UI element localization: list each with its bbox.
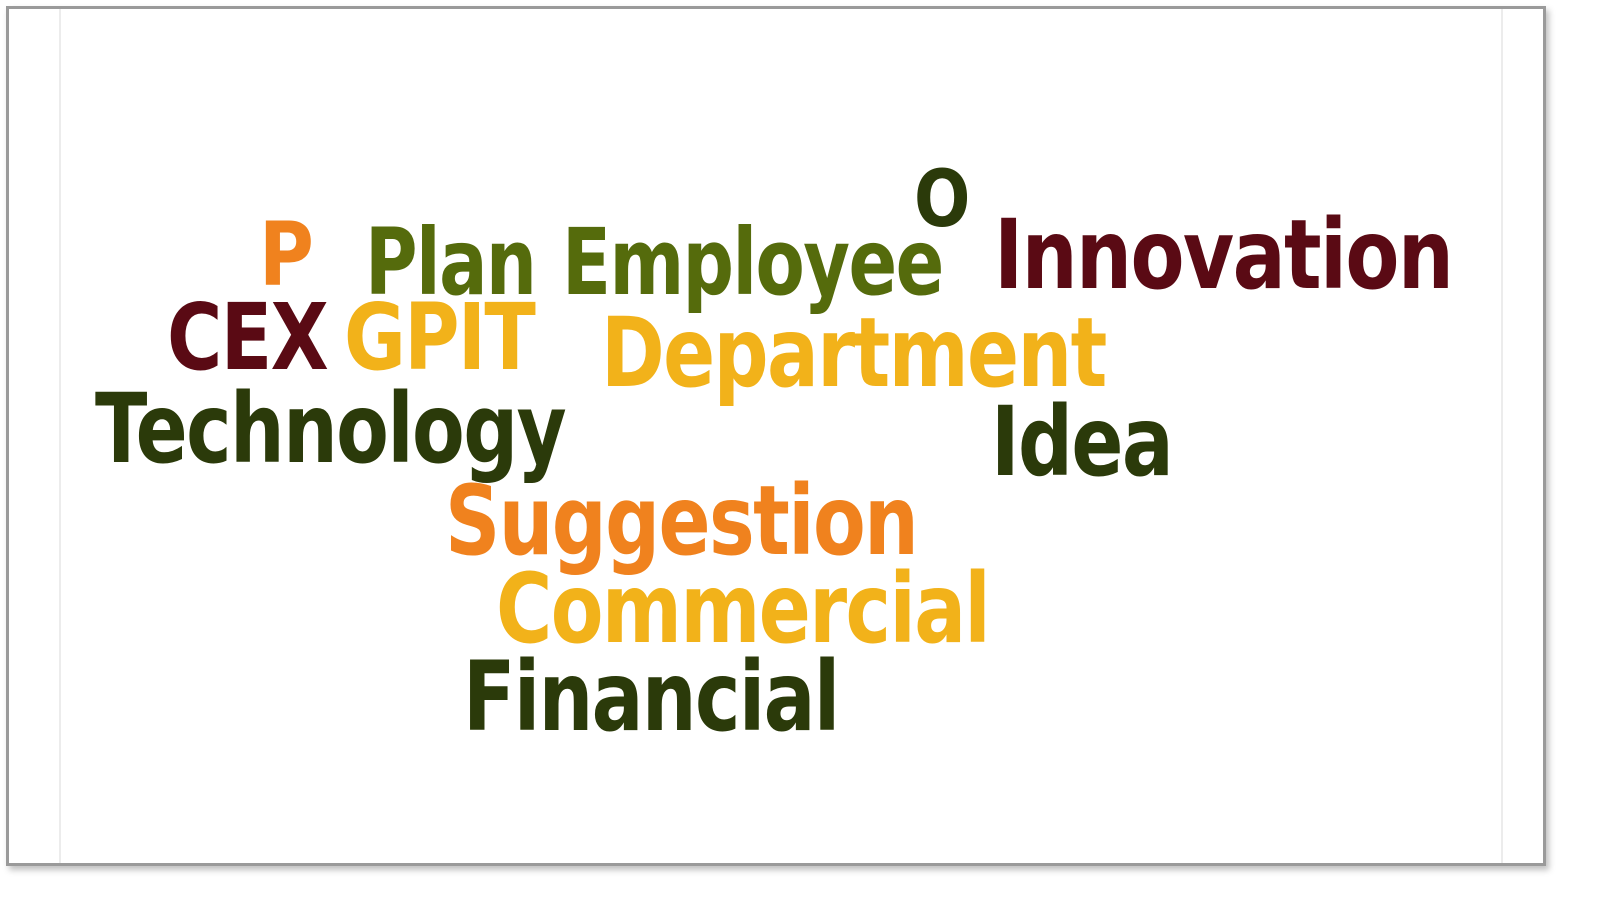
word-department: Department: [601, 297, 1107, 409]
word-financial: Financial: [463, 641, 840, 753]
word-suggestion: Suggestion: [445, 465, 919, 577]
word-plan: Plan: [365, 209, 537, 316]
word-gpit: GPIT: [344, 284, 536, 391]
word-employee: Employee: [562, 209, 944, 316]
word-p: P: [259, 203, 314, 306]
word-technology: Technology: [95, 373, 567, 485]
word-cloud-frame: O P Plan Employee Innovation CEX GPIT De…: [6, 6, 1546, 866]
word-o: O: [914, 155, 970, 245]
frame-left-rule: [59, 9, 61, 863]
word-commercial: Commercial: [496, 553, 991, 665]
word-idea: Idea: [991, 386, 1174, 498]
word-cex: CEX: [167, 284, 329, 391]
word-innovation: Innovation: [994, 199, 1454, 311]
frame-right-rule: [1501, 9, 1503, 863]
